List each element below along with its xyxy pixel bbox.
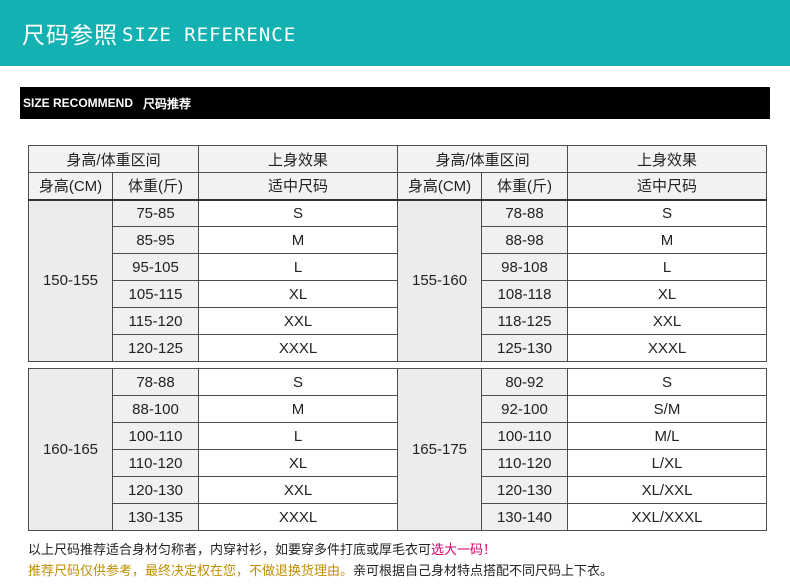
table-row: 120-125 XXXL 125-130 XXXL: [29, 334, 768, 362]
table-row: 85-95 M 88-98 M: [29, 226, 768, 254]
note-1-main: 以上尺码推荐适合身材匀称者，内穿衬衫，如要穿多件打底或厚毛衣可: [28, 543, 432, 558]
size-cell: M: [198, 226, 399, 254]
weight-range-cell: 108-118: [481, 280, 569, 308]
table-row: 110-120 XL 110-120 L/XL: [29, 449, 767, 477]
size-cell: L/XL: [567, 449, 767, 477]
size-cell: S: [198, 368, 398, 396]
table-row: 130-135 XXXL 130-140 XXL/XXXL: [29, 503, 767, 531]
weight-range-cell: 92-100: [481, 395, 568, 423]
weight-range-cell: 130-140: [481, 503, 568, 531]
section-title-en: SIZE RECOMMEND: [23, 96, 134, 110]
weight-range-cell: 125-130: [481, 334, 569, 362]
size-table-bottom: 160-165 78-88 S 165-175 80-92 S 88-100 M 92-100 S…: [28, 368, 767, 531]
size-cell: XL: [198, 449, 398, 477]
size-cell: M: [567, 226, 768, 254]
height-range-cell: 160-165: [28, 368, 113, 531]
table-row: 100-110 L 100-110 M/L: [29, 422, 767, 450]
size-cell: XL: [198, 280, 399, 308]
weight-range-cell: 100-110: [112, 422, 199, 450]
size-note-line-2: 推荐尺码仅供参考，最终决定权在您，不做退换货理由。亲可根据自己身材特点搭配不同尺…: [28, 560, 613, 579]
size-cell: XXL/XXXL: [567, 503, 767, 531]
section-title-cn: 尺码推荐: [143, 96, 192, 111]
table-row: 105-115 XL 108-118 XL: [29, 280, 768, 308]
weight-range-cell: 118-125: [481, 307, 569, 335]
weight-range-cell: 78-88: [481, 199, 569, 227]
banner-title-cn: 尺码参照: [22, 23, 118, 49]
weight-range-cell: 95-105: [111, 253, 200, 281]
header-height: 身高(CM): [28, 172, 113, 201]
table-row: 115-120 XXL 118-125 XXL: [29, 307, 768, 335]
weight-range-cell: 120-130: [112, 476, 199, 504]
note-2-disclaimer: 推荐尺码仅供参考，最终决定权在您，不做退换货理由。: [28, 564, 354, 579]
weight-range-cell: 80-92: [481, 368, 568, 396]
header-fit: 适中尺码: [198, 172, 399, 201]
header-weight: 体重(斤): [481, 172, 569, 201]
header-fit: 适中尺码: [567, 172, 768, 201]
weight-range-cell: 110-120: [481, 449, 568, 477]
weight-range-cell: 120-130: [481, 476, 568, 504]
note-1-highlight: 选大一码！: [431, 543, 497, 558]
size-cell: M/L: [567, 422, 767, 450]
table-row: 120-130 XXL 120-130 XL/XXL: [29, 476, 767, 504]
height-range-cell: 165-175: [397, 368, 482, 531]
header-range: 身高/体重区间: [27, 145, 200, 173]
header-row-range: 身高/体重区间 上身效果 身高/体重区间 上身效果: [27, 145, 768, 173]
size-cell: XL/XXL: [567, 476, 767, 504]
size-cell: L: [198, 253, 399, 281]
size-recommend-bar: SIZE RECOMMEND 尺码推荐: [20, 87, 770, 119]
weight-range-cell: 88-100: [112, 395, 199, 423]
size-cell: XXXL: [567, 334, 768, 362]
size-cell: XXL: [198, 476, 398, 504]
size-cell: XL: [567, 280, 768, 308]
size-cell: XXL: [198, 307, 399, 335]
banner-title-en: SIZE REFERENCE: [122, 24, 297, 46]
size-cell: S: [567, 199, 768, 227]
weight-range-cell: 85-95: [111, 226, 200, 254]
weight-range-cell: 100-110: [481, 422, 568, 450]
table-row: 95-105 L 98-108 L: [29, 253, 768, 281]
weight-range-cell: 105-115: [111, 280, 200, 308]
header-row-columns: 身高(CM) 体重(斤) 适中尺码 身高(CM) 体重(斤) 适中尺码: [28, 172, 768, 201]
size-cell: XXL: [567, 307, 768, 335]
size-cell: M: [198, 395, 398, 423]
table-row: 88-100 M 92-100 S/M: [29, 395, 767, 423]
weight-range-cell: 98-108: [481, 253, 569, 281]
table-row: 150-155 75-85 S 155-160 78-88 S: [28, 199, 768, 362]
weight-range-cell: 75-85: [111, 199, 200, 227]
size-cell: XXXL: [198, 334, 399, 362]
weight-range-cell: 88-98: [481, 226, 569, 254]
weight-range-cell: 115-120: [111, 307, 200, 335]
header-effect: 上身效果: [567, 145, 768, 173]
weight-range-cell: 130-135: [112, 503, 199, 531]
size-cell: L: [567, 253, 768, 281]
header-range: 身高/体重区间: [397, 145, 569, 173]
size-note-line-1: 以上尺码推荐适合身材匀称者，内穿衬衫，如要穿多件打底或厚毛衣可选大一码！: [28, 539, 496, 558]
size-cell: XXXL: [198, 503, 398, 531]
height-range-cell: 150-155: [28, 199, 113, 362]
header-weight: 体重(斤): [111, 172, 200, 201]
table-row: 160-165 78-88 S 165-175 80-92 S: [28, 368, 767, 531]
size-cell: S/M: [567, 395, 767, 423]
weight-range-cell: 78-88: [112, 368, 199, 396]
header-effect: 上身效果: [198, 145, 399, 173]
size-reference-banner: 尺码参照 SIZE REFERENCE: [0, 0, 790, 66]
weight-range-cell: 110-120: [112, 449, 199, 477]
size-cell: S: [567, 368, 767, 396]
header-height: 身高(CM): [397, 172, 483, 201]
size-table-top: 身高/体重区间 上身效果 身高/体重区间 上身效果 身高(CM) 体重(斤) 适…: [27, 145, 768, 362]
size-cell: L: [198, 422, 398, 450]
weight-range-cell: 120-125: [111, 334, 200, 362]
note-2-tip: 亲可根据自己身材特点搭配不同尺码上下衣。: [353, 564, 614, 579]
size-cell: S: [198, 199, 399, 227]
height-range-cell: 155-160: [397, 199, 483, 362]
